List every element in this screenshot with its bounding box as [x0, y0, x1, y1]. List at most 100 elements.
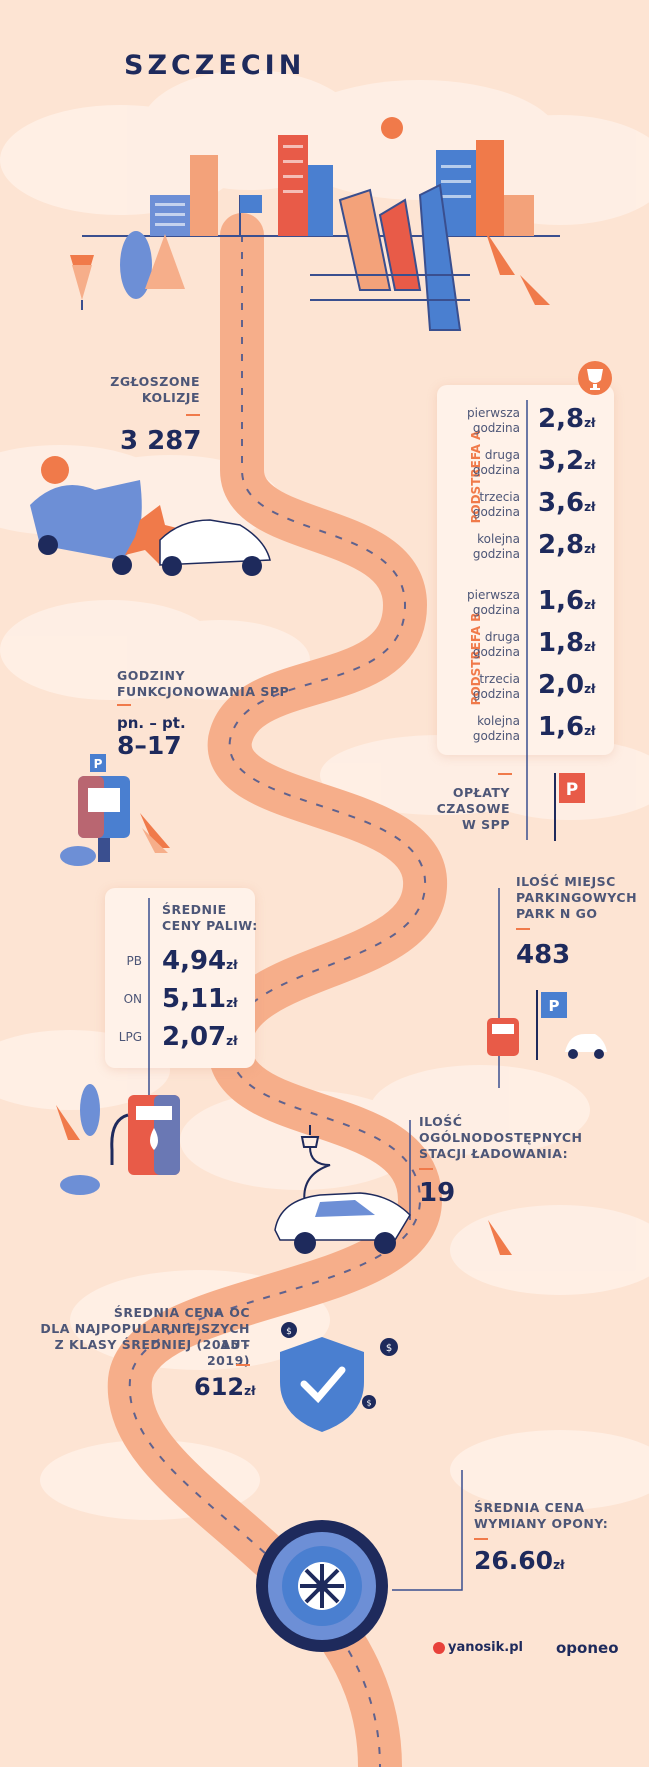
zone-a-label-1-1: druga [484, 448, 520, 462]
insurance-label-2: DLA NAJPOPULARNIEJSZYCH AUT [40, 1321, 250, 1352]
insurance-value-wrap: 612zł [194, 1373, 256, 1401]
parking-fee-card [437, 385, 614, 755]
fuel-value-number-2: 2,07 [162, 1022, 227, 1052]
zone-a-label-2-0: godzina [472, 421, 520, 435]
zone-b-label-1-0: pierwsza [467, 588, 520, 602]
collisions-dash [186, 414, 200, 416]
fee-caption-3: W SPP [462, 817, 510, 832]
zone-b-value-1: 1,8zł [538, 628, 596, 658]
zone-a-value-unit-3: zł [584, 542, 596, 556]
fee-caption-1: OPŁATY [452, 785, 510, 800]
car-collision-illustration [30, 456, 271, 576]
parking-flag-letter: P [566, 780, 578, 800]
zone-a-value-number-3: 2,8 [538, 530, 585, 560]
fuel-value-unit-0: zł [226, 958, 238, 972]
charging-label-1: ILOŚĆ [419, 1114, 463, 1129]
zone-b-value-number-0: 1,6 [538, 586, 585, 616]
tyre-label-2: WYMIANY OPONY: [474, 1516, 609, 1531]
fee-caption-2: CZASOWE [436, 801, 510, 816]
zone-b-value-unit-2: zł [584, 682, 596, 696]
dollar-coin-2: $ [386, 1343, 392, 1354]
fuel-value-unit-2: zł [226, 1034, 238, 1048]
zone-a-value-number-1: 3,2 [538, 446, 585, 476]
oponeo-logo: oponeo [556, 1639, 619, 1657]
fuel-pump-illustration [56, 1084, 180, 1195]
fuel-value-unit-1: zł [226, 996, 238, 1010]
dollar-coin-3: $ [366, 1399, 371, 1408]
fuel-divider-line [148, 898, 150, 1098]
zone-a-value-unit-0: zł [584, 416, 596, 430]
tyre-unit: zł [553, 1558, 565, 1572]
parkngo-label-3: PARK N GO [516, 906, 598, 921]
bus-and-car-illustration: P [487, 990, 607, 1060]
charging-dash [419, 1168, 433, 1170]
charging-divider-line [409, 1120, 411, 1220]
zone-a-label-1-2: trzecia [479, 490, 520, 504]
zone-b-label-2-0: godzina [472, 603, 520, 617]
fuel-value-number-0: 4,94 [162, 946, 227, 976]
zone-a-value-unit-1: zł [584, 458, 596, 472]
zone-a-value-number-0: 2,8 [538, 404, 585, 434]
insurance-label-1: ŚREDNIA CENA OC [113, 1305, 250, 1320]
zone-a-label-2-3: godzina [472, 547, 520, 561]
zone-a-label-2-1: godzina [472, 463, 520, 477]
fee-divider-line [526, 400, 528, 840]
fee-caption-dash [498, 773, 512, 775]
zone-a-value-number-2: 3,6 [538, 488, 585, 518]
charging-value: 19 [419, 1178, 456, 1208]
zone-b-value-unit-0: zł [584, 598, 596, 612]
skyline-illustration [70, 117, 560, 331]
zone-a-label-1-3: kolejna [477, 532, 520, 546]
zone-a-value-2: 3,6zł [538, 488, 596, 518]
parkngo-label-1: ILOŚĆ MIEJSC [516, 874, 616, 889]
parkngo-dash [516, 928, 530, 930]
insurance-value: 612 [194, 1373, 245, 1401]
tyre-illustration [256, 1520, 388, 1652]
electric-car-illustration [274, 1125, 512, 1255]
dollar-coin-1: $ [286, 1327, 292, 1337]
zone-a-value-1: 3,2zł [538, 446, 596, 476]
fuel-card [105, 888, 255, 1068]
insurance-shield-illustration: $ $ $ [280, 1322, 398, 1432]
zone-b-value-unit-3: zł [584, 724, 596, 738]
collisions-value: 3 287 [120, 426, 202, 456]
tyre-dash [474, 1538, 488, 1540]
parkngo-value: 483 [516, 940, 571, 970]
spp-label-1: GODZINY [117, 668, 185, 683]
parking-flag-icon: P [554, 773, 585, 841]
zone-b-value-number-1: 1,8 [538, 628, 585, 658]
zone-b-label-2-3: godzina [472, 729, 520, 743]
fuel-label-2: CENY PALIW: [162, 918, 258, 933]
insurance-dash [236, 1364, 250, 1366]
spp-days: pn. – pt. [117, 714, 186, 732]
fuel-type-0: PB [126, 954, 142, 968]
spp-hours: 8–17 [117, 731, 182, 760]
parkngo-parking-letter: P [549, 997, 560, 1015]
fuel-type-1: ON [123, 992, 142, 1006]
zone-b-value-number-2: 2,0 [538, 670, 585, 700]
insurance-unit: zł [244, 1384, 256, 1398]
yanosik-logo: yanosik.pl [448, 1640, 523, 1655]
fuel-value-2: 2,07zł [162, 1022, 238, 1052]
zone-b-value-unit-1: zł [584, 640, 596, 654]
parkngo-label-2: PARKINGOWYCH [516, 890, 638, 905]
tyre-value: 26.60 [474, 1546, 554, 1575]
collisions-label-1: ZGŁOSZONE [110, 374, 200, 389]
trophy-icon [578, 361, 612, 395]
spp-label-2: FUNKCJONOWANIA SPP [117, 684, 290, 699]
zone-b-value-0: 1,6zł [538, 586, 596, 616]
fuel-value-0: 4,94zł [162, 946, 238, 976]
tyre-label-1: ŚREDNIA CENA [474, 1500, 585, 1515]
collisions-label-2: KOLIZJE [141, 390, 200, 405]
zone-b-label-1-2: trzecia [479, 672, 520, 686]
fuel-label-1: ŚREDNIE [162, 902, 227, 917]
zone-b-label-1-1: druga [484, 630, 520, 644]
city-title: SZCZECIN [124, 50, 306, 81]
zone-a-value-0: 2,8zł [538, 404, 596, 434]
spp-dash [117, 704, 131, 706]
fuel-type-2: LPG [118, 1030, 142, 1044]
yanosik-logo-icon [433, 1642, 445, 1654]
charging-label-3: STACJI ŁADOWANIA: [419, 1146, 569, 1161]
